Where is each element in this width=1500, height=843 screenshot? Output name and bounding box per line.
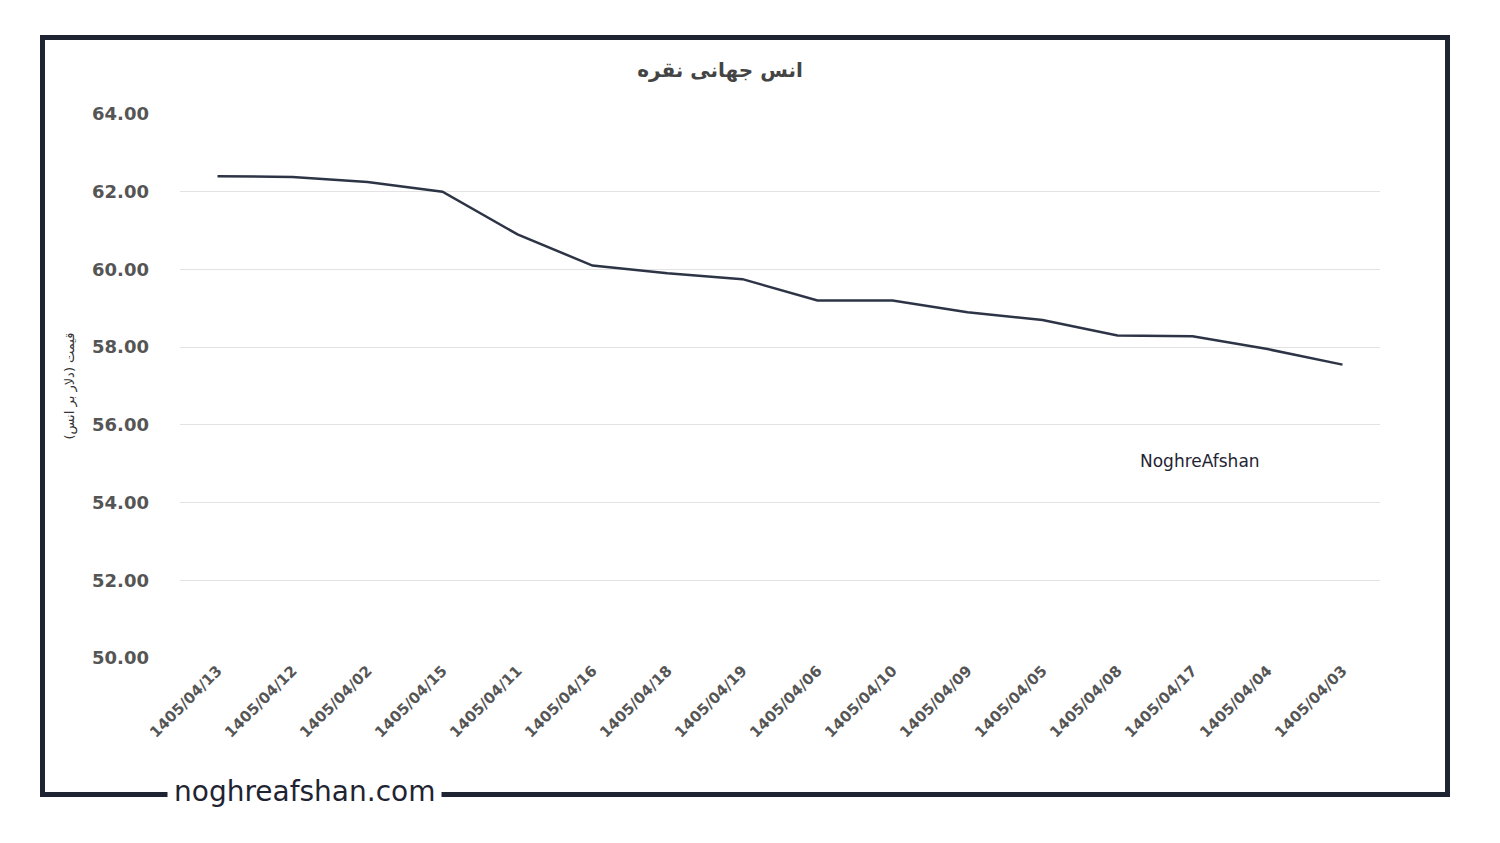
svg-text:قیمت (دلار بر انس): قیمت (دلار بر انس) <box>62 332 78 439</box>
svg-text:1405/04/02: 1405/04/02 <box>296 662 376 742</box>
svg-text:NoghreAfshan: NoghreAfshan <box>1140 451 1260 471</box>
svg-text:1405/04/15: 1405/04/15 <box>371 662 451 742</box>
svg-text:1405/04/19: 1405/04/19 <box>671 662 751 742</box>
svg-text:1405/04/13: 1405/04/13 <box>146 662 226 742</box>
svg-text:1405/04/10: 1405/04/10 <box>821 662 901 742</box>
svg-text:1405/04/16: 1405/04/16 <box>521 662 601 742</box>
svg-text:1405/04/06: 1405/04/06 <box>746 662 826 742</box>
svg-text:1405/04/04: 1405/04/04 <box>1196 662 1276 742</box>
svg-text:noghreafshan.com: noghreafshan.com <box>174 775 435 808</box>
svg-text:1405/04/05: 1405/04/05 <box>971 662 1051 742</box>
svg-text:56.00: 56.00 <box>92 414 149 435</box>
svg-text:1405/04/11: 1405/04/11 <box>446 662 526 742</box>
svg-text:50.00: 50.00 <box>92 647 149 668</box>
svg-text:1405/04/18: 1405/04/18 <box>596 662 676 742</box>
svg-text:62.00: 62.00 <box>92 181 149 202</box>
svg-text:52.00: 52.00 <box>92 570 149 591</box>
svg-text:64.00: 64.00 <box>92 103 149 124</box>
svg-text:58.00: 58.00 <box>92 336 149 357</box>
svg-text:1405/04/09: 1405/04/09 <box>896 662 976 742</box>
svg-text:60.00: 60.00 <box>92 259 149 280</box>
svg-text:1405/04/17: 1405/04/17 <box>1121 662 1201 742</box>
svg-text:1405/04/12: 1405/04/12 <box>221 662 301 742</box>
svg-text:انس جهانی نقره: انس جهانی نقره <box>637 58 803 82</box>
svg-text:1405/04/03: 1405/04/03 <box>1271 662 1351 742</box>
svg-text:1405/04/08: 1405/04/08 <box>1046 662 1126 742</box>
svg-text:54.00: 54.00 <box>92 492 149 513</box>
